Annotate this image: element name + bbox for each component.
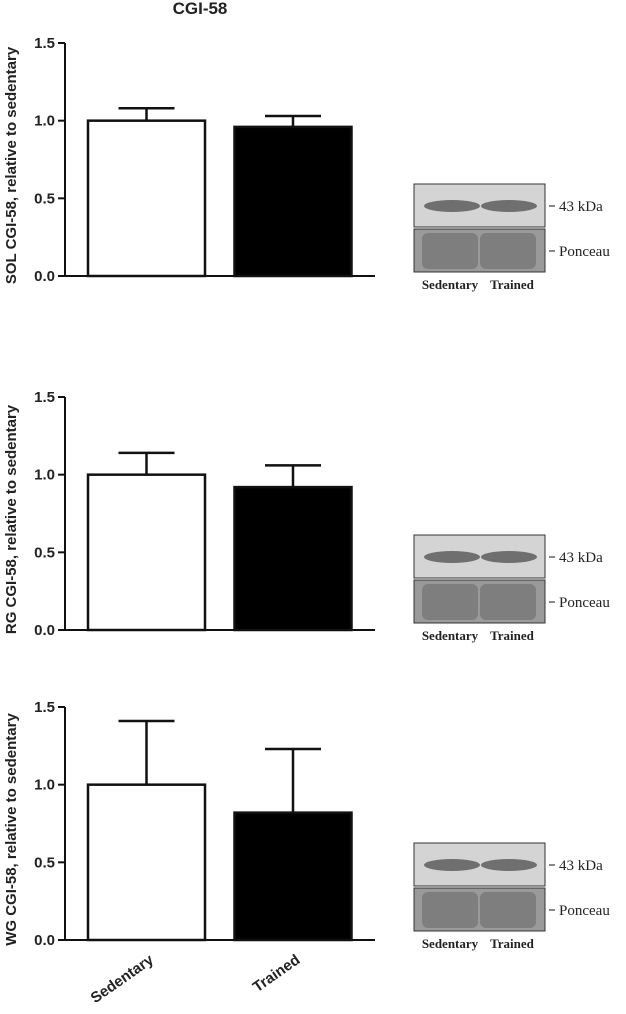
y-axis-label: SOL CGI-58, relative to sedentary: [3, 46, 20, 284]
blot-band-label: 43 kDa: [559, 199, 603, 215]
blot-band: [481, 551, 537, 563]
blot-loading-label: Ponceau: [559, 595, 610, 611]
bar: [233, 125, 353, 278]
blot-band: [481, 859, 537, 871]
y-axis-label: RG CGI-58, relative to sedentary: [3, 404, 20, 634]
ponceau-lane: [422, 892, 478, 928]
blot-lane-label: Trained: [490, 277, 535, 292]
y-tick-label: 1.0: [34, 777, 55, 794]
y-tick-label: 1.5: [34, 699, 55, 716]
blot-band: [481, 200, 537, 212]
y-tick-label: 0.0: [34, 268, 55, 285]
blot-loading-label: Ponceau: [559, 903, 610, 919]
y-axis-label: WG CGI-58, relative to sedentary: [3, 713, 20, 946]
y-tick-label: 0.0: [34, 622, 55, 639]
ponceau-lane: [422, 233, 478, 269]
y-tick-label: 0.5: [34, 190, 55, 207]
ponceau-lane: [480, 233, 536, 269]
blot-lane-label: Sedentary: [422, 277, 479, 292]
bar: [86, 119, 207, 278]
bar: [233, 485, 353, 632]
blot-loading-label: Ponceau: [559, 244, 610, 260]
blot-band: [424, 200, 480, 212]
bar: [86, 473, 207, 632]
y-tick-label: 1.0: [34, 467, 55, 484]
bar: [86, 783, 207, 942]
ponceau-lane: [480, 584, 536, 620]
y-tick-label: 0.5: [34, 544, 55, 561]
y-tick-label: 1.5: [34, 35, 55, 52]
blot-band: [424, 859, 480, 871]
y-tick-label: 1.0: [34, 113, 55, 130]
blot-lane-label: Sedentary: [422, 936, 479, 951]
x-tick-label: Sedentary: [88, 951, 158, 1007]
blot-band-label: 43 kDa: [559, 550, 603, 566]
blot-band-label: 43 kDa: [559, 858, 603, 874]
y-tick-label: 0.0: [34, 932, 55, 949]
bar: [233, 811, 353, 942]
chart-title: CGI-58: [173, 0, 228, 18]
blot-lane-label: Sedentary: [422, 628, 479, 643]
y-tick-label: 1.5: [34, 389, 55, 406]
ponceau-lane: [480, 892, 536, 928]
y-tick-label: 0.5: [34, 854, 55, 871]
blot-band: [424, 551, 480, 563]
blot-lane-label: Trained: [490, 936, 535, 951]
ponceau-lane: [422, 584, 478, 620]
blot-lane-label: Trained: [490, 628, 535, 643]
x-tick-label: Trained: [250, 951, 303, 996]
